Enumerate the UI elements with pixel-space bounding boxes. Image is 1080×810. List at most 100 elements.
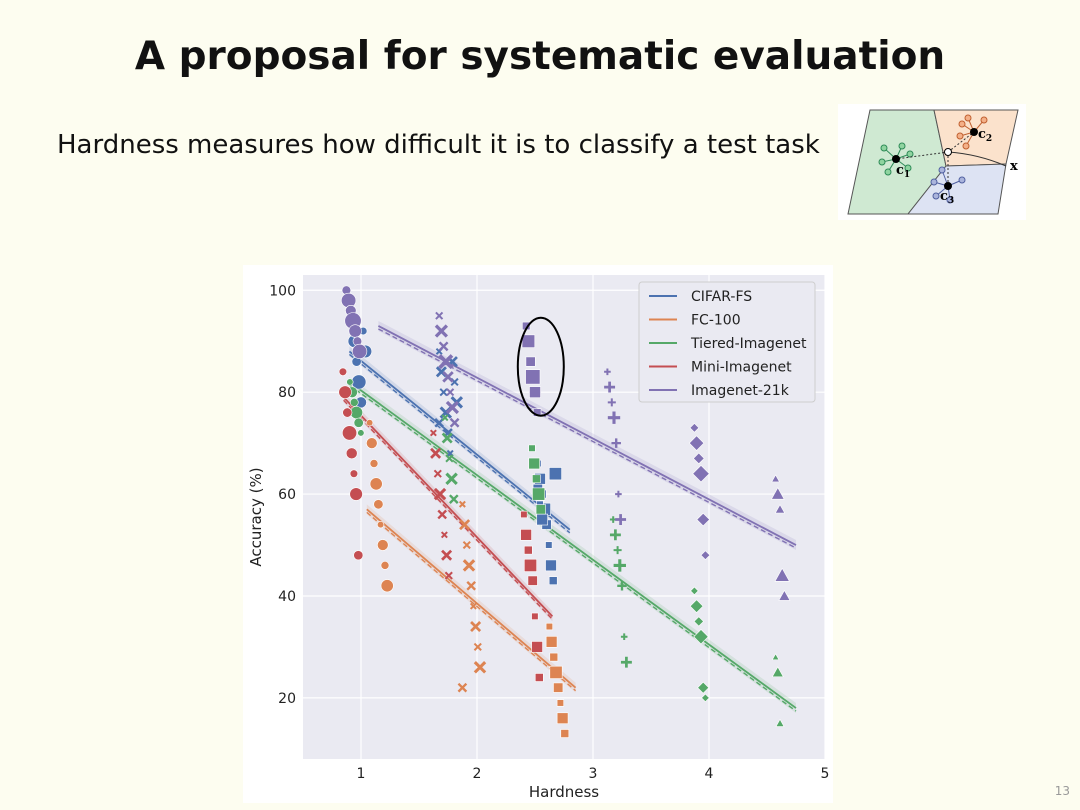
data-point [693,452,705,465]
data-point [617,581,627,591]
data-point [615,514,627,526]
data-point [549,652,559,662]
y-tick-label: 60 [278,487,296,503]
data-point [545,559,557,572]
x-axis-label: Hardness [529,783,599,801]
data-point [470,621,482,633]
data-point [553,682,564,693]
data-point [469,602,477,610]
axis-ticks: 1 2 3 4 5 20 40 60 80 100 [269,283,829,782]
data-point [365,419,374,427]
data-point [523,545,533,555]
x-tick-label: 5 [821,766,830,782]
data-point [430,447,442,459]
y-tick-label: 80 [278,385,296,401]
data-point [528,444,536,452]
data-point [548,467,562,481]
y-axis-label: Accuracy (%) [247,467,265,566]
data-point [445,454,454,463]
data-point [535,504,546,515]
data-point [338,367,348,376]
data-point [459,519,471,531]
legend-box [638,281,816,403]
data-point [556,699,565,707]
data-point [545,636,558,648]
data-point [369,477,383,491]
legend-label: FC-100 [691,313,741,329]
data-point [689,599,704,613]
data-point [521,334,536,348]
data-point [532,487,546,501]
data-point [774,567,790,582]
fit-line-dashed [348,353,571,534]
data-point [466,580,476,591]
data-point [690,586,699,596]
data-point [696,512,710,527]
data-point [534,673,544,682]
data-point [438,354,454,370]
chart-svg: 1 2 3 4 5 20 40 60 80 100 Hardness Accuracy (%) C… [243,265,833,803]
data-point [349,398,359,407]
data-point [528,457,540,470]
data-point [771,474,780,483]
dist-line-c1 [895,151,949,160]
data-point [525,356,536,367]
slide-title: A proposal for systematic evaluation [134,34,946,79]
data-point [438,341,449,352]
data-point [353,417,364,428]
data-point [548,576,558,586]
x-tick-label: 4 [705,766,714,782]
data-point [536,513,548,526]
prototype-diagram: c2 c1 c3 x [838,104,1026,220]
data-point [771,653,780,661]
region-c2 [933,109,1019,167]
query-point [944,148,952,156]
data-point [529,386,541,399]
data-point [380,579,394,593]
data-point [520,529,532,541]
data-point [349,487,363,501]
label-x: x [1010,159,1018,174]
label-c1: c1 [896,163,910,180]
data-point [615,490,622,498]
prototype-c3 [944,182,952,190]
data-point [531,641,543,653]
data-point [611,438,621,448]
data-point [440,531,448,539]
prototype-c2 [970,128,978,136]
fit-line [342,396,554,617]
legend-label: Tiered-Imagenet [690,336,807,352]
data-point [444,571,453,580]
data-point [357,429,365,437]
data-points [338,285,791,738]
page-number: 13 [1054,784,1070,798]
fit-lines [342,320,797,714]
data-point [342,407,353,418]
data-point [352,343,368,360]
data-point [701,693,710,703]
data-point [441,414,449,422]
data-point [348,324,362,338]
data-point [377,521,385,529]
data-point [531,612,539,620]
data-point [700,550,711,561]
data-point [520,510,528,519]
data-point [441,432,453,444]
data-point [462,540,471,550]
legend-label: Mini-Imagenet [691,360,792,376]
data-point [692,465,710,483]
data-point [369,459,379,468]
data-point [380,561,390,570]
y-tick-label: 100 [269,283,296,299]
prototype-c1 [892,155,900,163]
data-point [433,487,447,501]
data-point [697,681,710,694]
data-point [560,729,570,738]
x-tick-label: 1 [357,766,366,782]
data-point [771,666,784,678]
data-point [366,437,378,449]
slide-body-text: Hardness measures how difficult it is to… [57,130,820,160]
y-tick-label: 20 [278,691,296,707]
data-point [435,311,444,320]
data-point [441,549,453,561]
